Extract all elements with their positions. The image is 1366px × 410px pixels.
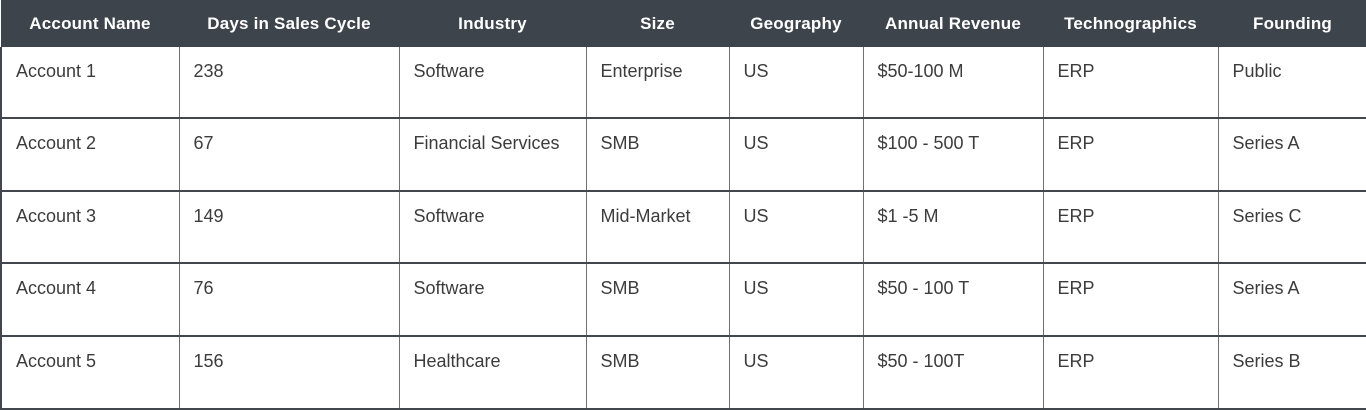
- cell-industry: Software: [398, 262, 587, 338]
- table-row: Account 2 67 Financial Services SMB US $…: [0, 116, 1366, 192]
- table-body: Account 1 238 Software Enterprise US $50…: [0, 47, 1366, 410]
- cell-size: SMB: [585, 116, 730, 192]
- table-row: Account 3 149 Software Mid-Market US $1 …: [0, 189, 1366, 265]
- cell-industry: Software: [398, 47, 587, 119]
- table-header: Account Name Days in Sales Cycle Industr…: [1, 0, 1366, 47]
- table-row: Account 4 76 Software SMB US $50 - 100 T…: [0, 262, 1366, 338]
- cell-days-in-sales-cycle: 67: [178, 116, 400, 192]
- cell-founding: Series B: [1217, 335, 1366, 410]
- cell-account-name: Account 2: [0, 116, 180, 192]
- cell-days-in-sales-cycle: 76: [178, 262, 400, 338]
- cell-annual-revenue: $100 - 500 T: [862, 116, 1044, 192]
- cell-size: SMB: [585, 335, 730, 410]
- cell-industry: Financial Services: [398, 116, 587, 192]
- column-header-account-name: Account Name: [1, 0, 179, 47]
- cell-annual-revenue: $50 - 100T: [862, 335, 1044, 410]
- cell-annual-revenue: $50 - 100 T: [862, 262, 1044, 338]
- cell-founding: Series A: [1217, 262, 1366, 338]
- cell-annual-revenue: $1 -5 M: [862, 189, 1044, 265]
- column-header-industry: Industry: [399, 0, 586, 47]
- cell-technographics: ERP: [1042, 47, 1219, 119]
- cell-size: Enterprise: [585, 47, 730, 119]
- cell-days-in-sales-cycle: 156: [178, 335, 400, 410]
- header-row: Account Name Days in Sales Cycle Industr…: [1, 0, 1366, 47]
- cell-size: Mid-Market: [585, 189, 730, 265]
- cell-technographics: ERP: [1042, 262, 1219, 338]
- cell-size: SMB: [585, 262, 730, 338]
- cell-geography: US: [728, 335, 864, 410]
- column-header-technographics: Technographics: [1043, 0, 1218, 47]
- column-header-geography: Geography: [729, 0, 863, 47]
- cell-annual-revenue: $50-100 M: [862, 47, 1044, 119]
- column-header-days-in-sales-cycle: Days in Sales Cycle: [179, 0, 399, 47]
- cell-account-name: Account 1: [0, 47, 180, 119]
- cell-account-name: Account 5: [0, 335, 180, 410]
- cell-account-name: Account 4: [0, 262, 180, 338]
- cell-founding: Series A: [1217, 116, 1366, 192]
- cell-geography: US: [728, 116, 864, 192]
- cell-geography: US: [728, 47, 864, 119]
- cell-geography: US: [728, 189, 864, 265]
- cell-technographics: ERP: [1042, 189, 1219, 265]
- cell-geography: US: [728, 262, 864, 338]
- table-row: Account 1 238 Software Enterprise US $50…: [0, 47, 1366, 119]
- cell-founding: Series C: [1217, 189, 1366, 265]
- column-header-size: Size: [586, 0, 729, 47]
- column-header-annual-revenue: Annual Revenue: [863, 0, 1043, 47]
- cell-account-name: Account 3: [0, 189, 180, 265]
- cell-technographics: ERP: [1042, 335, 1219, 410]
- table-row: Account 5 156 Healthcare SMB US $50 - 10…: [0, 335, 1366, 410]
- cell-days-in-sales-cycle: 149: [178, 189, 400, 265]
- column-header-founding: Founding: [1218, 0, 1366, 47]
- cell-days-in-sales-cycle: 238: [178, 47, 400, 119]
- cell-technographics: ERP: [1042, 116, 1219, 192]
- cell-founding: Public: [1217, 47, 1366, 119]
- cell-industry: Healthcare: [398, 335, 587, 410]
- cell-industry: Software: [398, 189, 587, 265]
